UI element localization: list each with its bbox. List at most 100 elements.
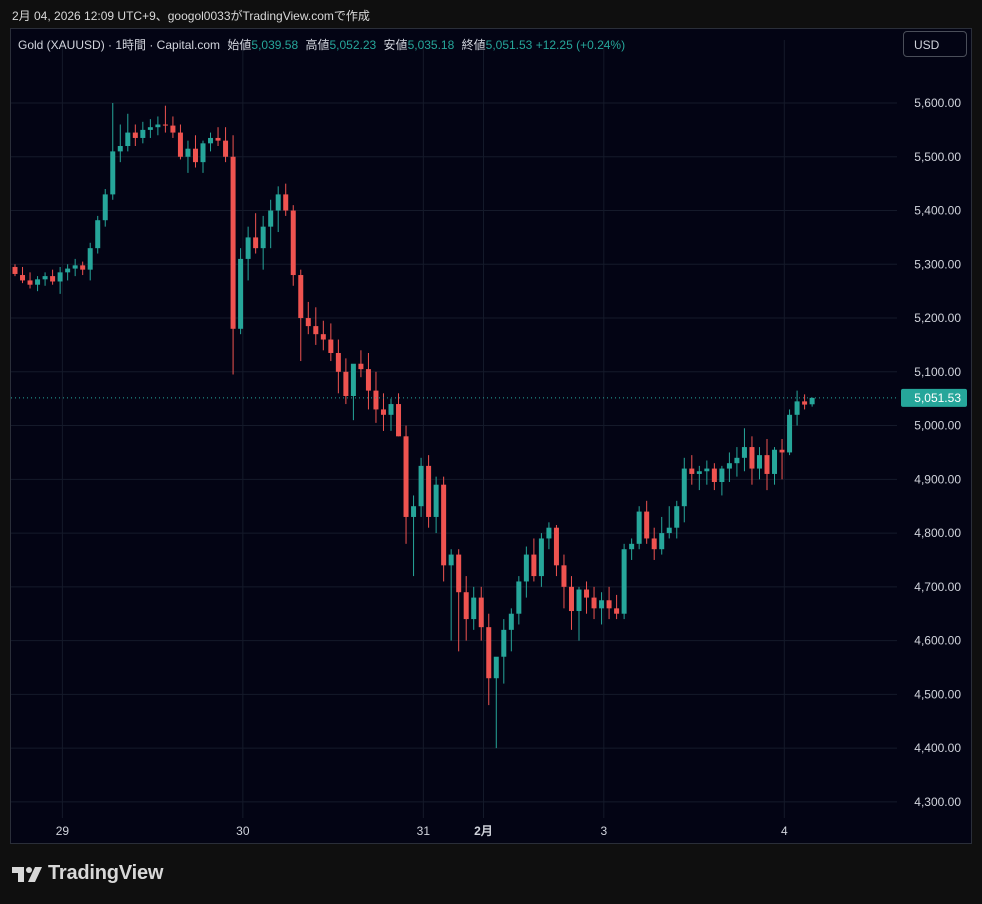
candle-body: [666, 527, 672, 534]
price-tick-label: 5,500.00: [914, 150, 961, 164]
candle-body: [463, 592, 469, 620]
candle: [230, 135, 236, 375]
candle: [606, 586, 612, 620]
candle: [516, 576, 522, 625]
candle-body: [223, 140, 229, 157]
candle: [245, 226, 251, 281]
currency-button[interactable]: USD: [903, 31, 967, 57]
ohlc-legend: Gold (XAUUSD) · 1時間 · Capital.com 始値5,03…: [18, 36, 625, 53]
candle: [651, 527, 657, 560]
candle: [95, 215, 101, 254]
candle-body: [117, 146, 123, 152]
candle: [20, 266, 26, 284]
candle: [463, 576, 469, 641]
candle: [117, 124, 123, 163]
candle-body: [448, 554, 454, 566]
candle-body: [456, 554, 462, 593]
candle: [689, 455, 695, 485]
candle: [343, 358, 349, 405]
symbol-label[interactable]: Gold (XAUUSD) · 1時間 · Capital.com: [18, 38, 221, 52]
candle-body: [749, 447, 755, 469]
candle: [170, 116, 176, 138]
candle-body: [335, 352, 341, 372]
candle: [200, 140, 206, 173]
candle: [553, 525, 559, 577]
candle-body: [192, 148, 198, 163]
candle: [501, 619, 507, 684]
candle: [674, 500, 680, 539]
price-tick-label: 4,300.00: [914, 795, 961, 809]
candle-body: [644, 511, 650, 539]
tradingview-logo[interactable]: TradingView: [12, 862, 163, 885]
candle-body: [313, 326, 319, 335]
candle-body: [561, 565, 567, 587]
candle: [403, 425, 409, 544]
candle: [636, 506, 642, 550]
time-tick-label: 31: [417, 824, 431, 838]
candle: [719, 465, 725, 496]
candle: [42, 272, 48, 286]
candle: [192, 135, 198, 168]
candle: [388, 398, 394, 431]
candle: [629, 538, 635, 560]
candle-body: [486, 627, 492, 679]
candle-body: [260, 226, 266, 249]
candle-body: [411, 506, 417, 517]
candle: [599, 592, 605, 625]
price-tick-label: 4,600.00: [914, 634, 961, 648]
candle-body: [328, 339, 334, 353]
candle: [411, 495, 417, 577]
candle-body: [200, 143, 206, 163]
candle-body: [426, 465, 432, 517]
price-tick-label: 5,100.00: [914, 365, 961, 379]
candle: [328, 323, 334, 362]
candle: [614, 594, 620, 620]
candle: [659, 516, 665, 555]
change-value: +12.25 (+0.24%): [535, 38, 626, 52]
candle-body: [12, 266, 18, 274]
candle: [72, 258, 78, 277]
candle-body: [553, 527, 559, 566]
candle: [35, 276, 41, 292]
price-tick-label: 4,500.00: [914, 687, 961, 701]
candle-body: [809, 397, 815, 405]
candle: [155, 116, 161, 136]
candle-body: [253, 237, 259, 249]
candle-body: [711, 468, 717, 483]
candle-body: [320, 334, 326, 340]
candle-body: [538, 538, 544, 577]
candle: [802, 394, 808, 410]
candle: [538, 533, 544, 587]
time-tick-label: 4: [781, 824, 788, 838]
candle-body: [516, 581, 522, 614]
chart-panel[interactable]: [10, 28, 972, 844]
candle-body: [508, 613, 514, 630]
candle: [162, 105, 168, 133]
candle-body: [726, 463, 732, 469]
candle-body: [140, 129, 146, 138]
candle-body: [343, 371, 349, 396]
candle-body: [170, 125, 176, 133]
candle-body: [230, 156, 236, 329]
high-label: 高値: [305, 38, 330, 52]
candle: [208, 132, 214, 152]
candle-body: [441, 484, 447, 566]
price-tick-label: 5,200.00: [914, 311, 961, 325]
candle: [253, 213, 259, 254]
price-tick-label: 4,800.00: [914, 526, 961, 540]
candle-body: [350, 363, 356, 396]
candle-body: [298, 275, 304, 319]
candle-body: [802, 401, 808, 405]
candle-body: [215, 137, 221, 141]
price-axis: 4,300.00 4,400.00 4,500.00 4,600.00 4,700.00…: [914, 96, 961, 809]
candle-body: [689, 468, 695, 474]
candle: [666, 506, 672, 539]
candle-body: [358, 363, 364, 370]
candle-body: [794, 401, 800, 415]
candle: [50, 269, 56, 285]
candle-body: [614, 608, 620, 614]
candle-body: [305, 318, 311, 327]
candle: [185, 140, 191, 173]
candle-body: [741, 447, 747, 458]
